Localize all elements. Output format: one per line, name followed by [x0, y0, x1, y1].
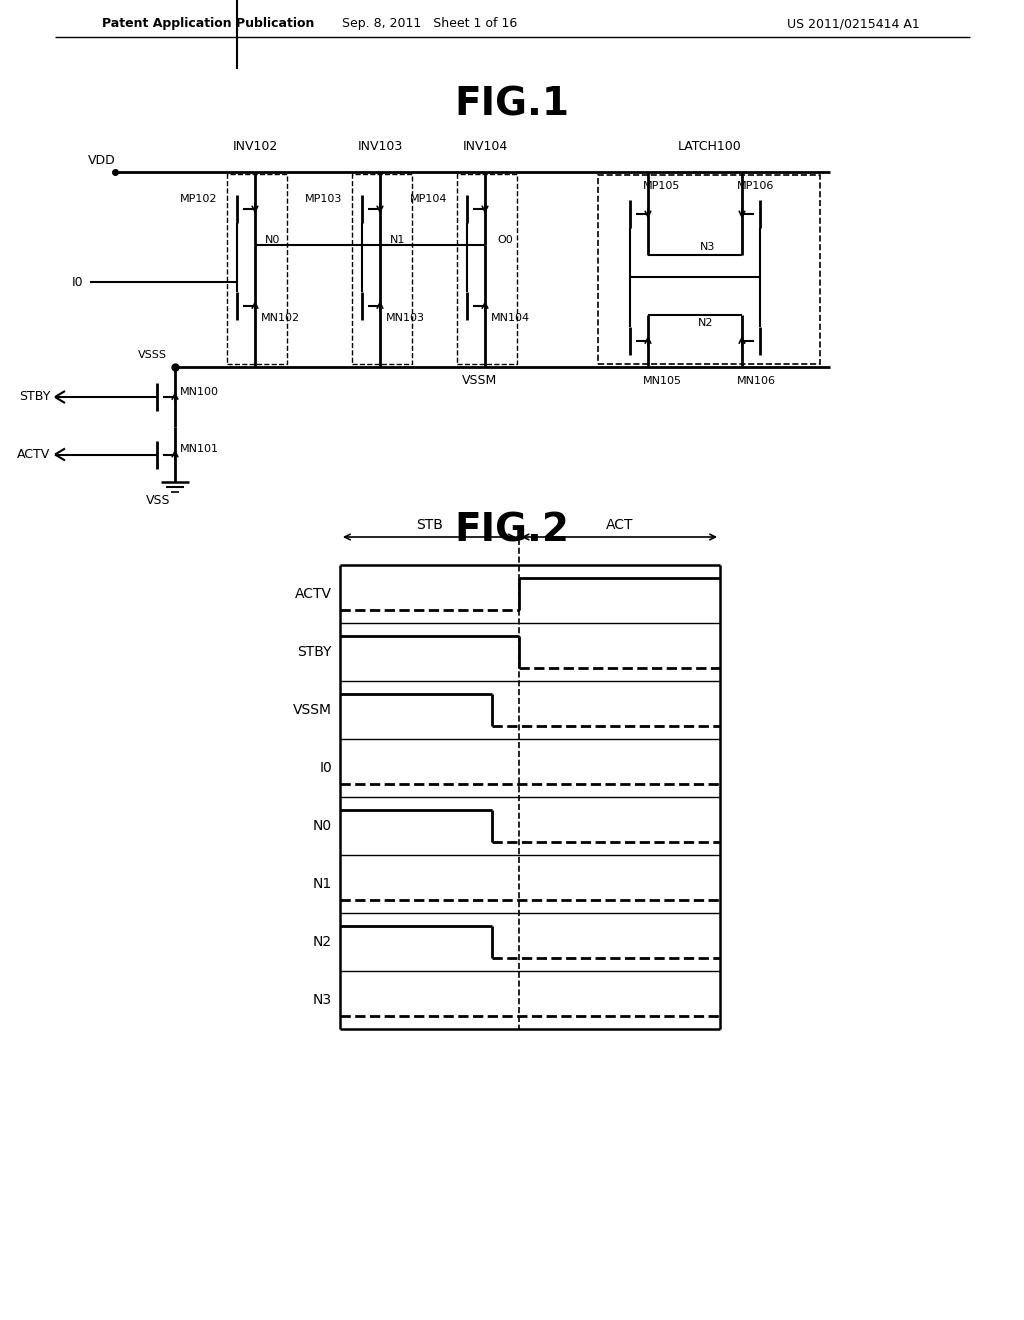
Text: N1: N1: [390, 235, 406, 246]
Text: I0: I0: [72, 276, 83, 289]
Text: N2: N2: [698, 318, 714, 327]
Text: VDD: VDD: [88, 153, 116, 166]
Bar: [227, 174, 287, 364]
Text: VSSM: VSSM: [293, 704, 332, 717]
Text: I0: I0: [319, 762, 332, 775]
Text: FIG.2: FIG.2: [455, 511, 569, 549]
Text: INV104: INV104: [463, 140, 508, 153]
Text: STB: STB: [416, 517, 442, 532]
Text: N3: N3: [700, 242, 716, 252]
Text: MP105: MP105: [643, 181, 680, 191]
Text: O0: O0: [497, 235, 513, 246]
Text: ACTV: ACTV: [295, 587, 332, 601]
Text: Patent Application Publication: Patent Application Publication: [102, 17, 314, 30]
Text: N3: N3: [313, 993, 332, 1007]
Text: FIG.1: FIG.1: [455, 86, 569, 124]
Text: N0: N0: [265, 235, 281, 246]
Text: VSSS: VSSS: [138, 350, 167, 360]
Text: MN103: MN103: [386, 313, 425, 323]
Text: INV103: INV103: [357, 140, 402, 153]
Text: INV102: INV102: [232, 140, 278, 153]
Text: STBY: STBY: [298, 645, 332, 659]
Bar: [457, 174, 517, 364]
Text: MN101: MN101: [180, 445, 219, 454]
Text: N1: N1: [312, 876, 332, 891]
Bar: [352, 174, 412, 364]
Text: MP103: MP103: [304, 194, 342, 203]
Text: MN100: MN100: [180, 387, 219, 397]
Text: MN106: MN106: [737, 376, 776, 385]
Text: ACT: ACT: [605, 517, 633, 532]
Bar: [598, 176, 820, 364]
Text: MP102: MP102: [179, 194, 217, 203]
Text: VSSM: VSSM: [463, 374, 498, 387]
Text: MN105: MN105: [643, 376, 682, 385]
Text: LATCH100: LATCH100: [678, 140, 741, 153]
Text: MP106: MP106: [737, 181, 774, 191]
Text: STBY: STBY: [18, 391, 50, 404]
Text: N0: N0: [313, 818, 332, 833]
Text: VSS: VSS: [145, 494, 170, 507]
Text: N2: N2: [313, 935, 332, 949]
Text: MP104: MP104: [410, 194, 447, 203]
Text: US 2011/0215414 A1: US 2011/0215414 A1: [787, 17, 920, 30]
Text: ACTV: ACTV: [16, 447, 50, 461]
Text: MN102: MN102: [261, 313, 300, 323]
Text: Sep. 8, 2011   Sheet 1 of 16: Sep. 8, 2011 Sheet 1 of 16: [342, 17, 517, 30]
Text: MN104: MN104: [490, 313, 530, 323]
